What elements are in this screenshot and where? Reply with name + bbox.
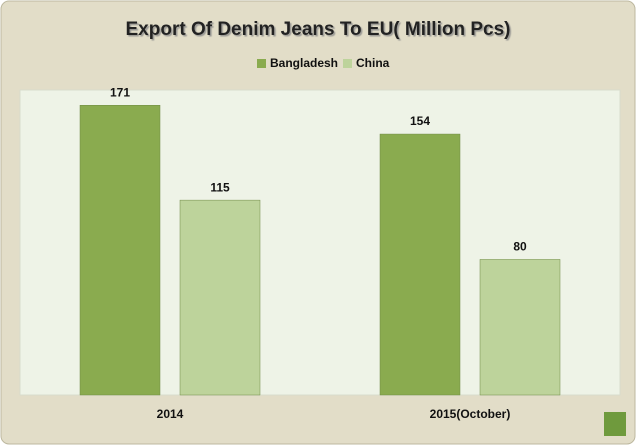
- legend-swatch: [343, 59, 352, 68]
- bar: [79, 105, 161, 396]
- value-label: 171: [110, 85, 130, 99]
- legend-label: China: [356, 56, 390, 70]
- x-tick-label: 2015(October): [430, 407, 511, 421]
- legend-label: Bangladesh: [270, 56, 338, 70]
- x-tick-label: 2014: [157, 407, 184, 421]
- value-label: 115: [210, 180, 230, 194]
- value-label: 154: [410, 114, 430, 128]
- legend-swatch: [257, 59, 266, 68]
- chart-title: Export Of Denim Jeans To EU( Million Pcs…: [126, 19, 511, 40]
- bar: [479, 259, 561, 396]
- value-label: 80: [513, 240, 527, 254]
- logo: [604, 412, 626, 436]
- bar: [179, 199, 261, 396]
- bar: [379, 133, 461, 396]
